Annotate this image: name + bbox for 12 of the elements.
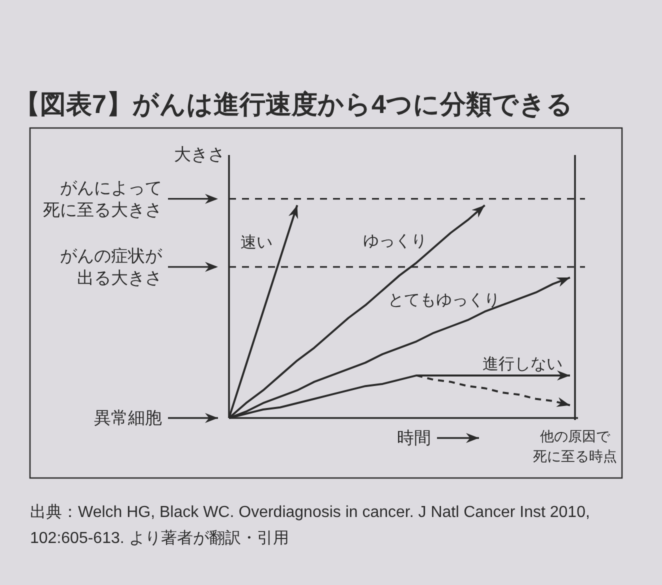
ref-line-label: がんによって死に至る大きさ [43,178,162,220]
series-label: ゆっくり [363,233,428,250]
chart-title: 【図表7】がんは進行速度から4つに分類できる [14,89,573,119]
x-axis-title: 時間 [397,428,431,448]
text: 他の原因で死に至る時点 [533,428,617,464]
ref-line-label: がんの症状が出る大きさ [60,246,163,288]
series-label: 進行しない [482,356,562,373]
series-label: 速い [240,233,273,252]
series-label: とてもゆっくり [388,292,500,310]
y-axis-title: 大きさ [174,145,225,164]
text: 異常細胞 [94,408,162,428]
source-note: 出典：Welch HG, Black WC. Overdiagnosis in cancer. J Natl Cancer Inst 2010, 102:605-613. より著者が翻訳・引用 [30,503,590,547]
